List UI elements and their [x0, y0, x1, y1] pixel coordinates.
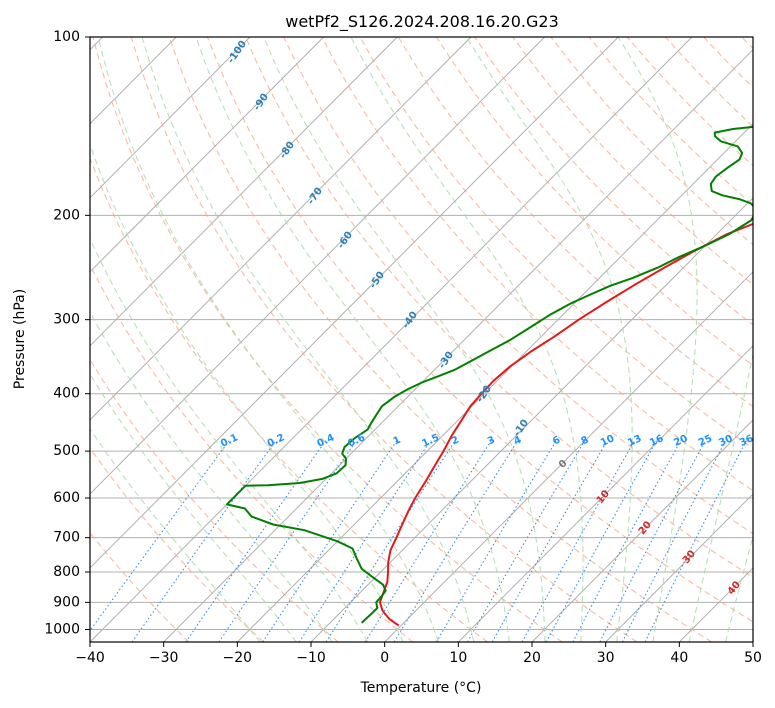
mixing-ratio-line [185, 440, 327, 642]
mixing-ratio-line [218, 440, 357, 642]
mixing-ratio-label: 36 [738, 433, 755, 449]
y-tick-label: 900 [53, 594, 80, 610]
y-tick-label: 300 [53, 312, 80, 328]
x-tick-label: 50 [744, 650, 762, 666]
isotherm-line [90, 37, 545, 495]
isotherm-line [90, 37, 324, 273]
mixing-ratio-label: 1 [392, 435, 403, 448]
x-tick-label: −40 [75, 650, 105, 666]
x-axis-label: Temperature (°C) [360, 680, 482, 696]
isotherm-line [384, 271, 753, 642]
moist-adiabat-line [195, 37, 510, 642]
mixing-ratio-label: 30 [717, 433, 734, 449]
y-axis-label: Pressure (hPa) [12, 289, 28, 389]
x-tick-label: 40 [670, 650, 688, 666]
chart-title: wetPf2_S126.2024.208.16.20.G23 [285, 12, 559, 32]
dry-adiabat-line [283, 37, 753, 535]
moist-adiabat-line [617, 37, 698, 642]
y-tick-label: 600 [53, 490, 80, 506]
dry-adiabat-line [321, 37, 753, 492]
isotherm-line [90, 37, 693, 642]
dry-adiabat-line [474, 37, 753, 326]
mixing-ratio-label: 2 [450, 435, 461, 448]
isotherm-line [163, 48, 753, 642]
mixing-ratio-label: 16 [648, 433, 665, 449]
y-tick-label: 400 [53, 386, 80, 402]
mixing-ratio-label: 8 [580, 435, 591, 448]
dry-adiabat-line [512, 37, 753, 286]
profile-lines [225, 125, 753, 627]
y-tick-label: 800 [53, 564, 80, 580]
isotherm-line [457, 345, 753, 642]
isotherm-line [605, 493, 753, 642]
y-tick-label: 200 [53, 207, 80, 223]
moist-adiabat-line [688, 352, 753, 642]
mixing-ratio-label: 4 [512, 435, 523, 448]
x-axis-ticks: −40 −30 −20 −10 0 10 20 30 40 50 [75, 642, 762, 666]
moist-adiabat-line [90, 427, 261, 642]
mixing-ratio-line [435, 440, 557, 642]
moist-adiabat-line [90, 373, 297, 642]
moist-adiabat-line [350, 37, 584, 642]
mixing-ratio-line [491, 440, 608, 642]
mixing-ratio-line [90, 440, 230, 632]
y-axis-ticks: 100 200 300 400 500 600 700 800 900 1000 [44, 29, 90, 637]
moist-adiabat-line [90, 311, 333, 642]
mixing-ratio-label: 13 [626, 433, 643, 449]
mixing-ratio-label: 6 [551, 435, 562, 448]
dry-adiabat-line [90, 446, 264, 642]
moist-adiabat-line [725, 534, 753, 642]
dry-adiabat-line [435, 37, 753, 367]
mixing-ratio-line [545, 440, 658, 642]
x-tick-label: −30 [149, 650, 179, 666]
x-tick-label: −20 [223, 650, 253, 666]
y-tick-label: 500 [53, 443, 80, 459]
mixing-ratio-label: 3 [486, 435, 497, 448]
mixing-ratio-line [262, 440, 398, 642]
dry-adiabat-line [168, 37, 712, 642]
dry-adiabat-line [206, 37, 753, 623]
moist-adiabat-line [141, 37, 475, 642]
x-tick-label: 0 [380, 650, 389, 666]
mixing-ratio-line [644, 440, 747, 642]
isotherm-line [90, 37, 472, 421]
mixing-ratio-label: 20 [672, 433, 689, 449]
plot-frame [89, 36, 754, 643]
moist-adiabat-line [97, 37, 440, 642]
mixing-ratio-line [364, 440, 492, 642]
background-lines [90, 37, 753, 642]
dry-adiabat-line [245, 37, 753, 578]
mixing-ratio-label: 10 [599, 433, 616, 449]
mixing-ratio-line [467, 440, 586, 642]
dry-adiabat-line [90, 358, 339, 642]
isotherm-line [90, 37, 251, 199]
x-tick-label: 10 [449, 650, 467, 666]
x-tick-label: 20 [523, 650, 541, 666]
dry-adiabat-line [130, 37, 638, 642]
dry-adiabat-line [90, 263, 414, 642]
dry-adiabat-line [92, 37, 563, 642]
mixing-ratio-line [298, 440, 431, 642]
moist-adiabat-line [90, 237, 369, 642]
isotherm-line [531, 419, 753, 642]
mixing-ratio-line [521, 440, 636, 642]
y-tick-label: 1000 [44, 621, 80, 637]
moist-adiabat-line [263, 37, 546, 642]
isotherm-line [90, 37, 619, 569]
mixing-ratio-line [393, 440, 519, 642]
isotherm-line [90, 37, 398, 347]
y-tick-label: 100 [53, 29, 80, 45]
moist-adiabat-line [90, 142, 404, 642]
y-tick-label: 700 [53, 530, 80, 546]
x-tick-label: 30 [597, 650, 615, 666]
x-tick-label: −10 [296, 650, 326, 666]
temperature-profile-line [378, 222, 753, 627]
mixing-ratio-line [325, 440, 456, 642]
dewpoint-profile-line [225, 125, 753, 624]
mixing-ratio-label: 25 [697, 433, 714, 449]
